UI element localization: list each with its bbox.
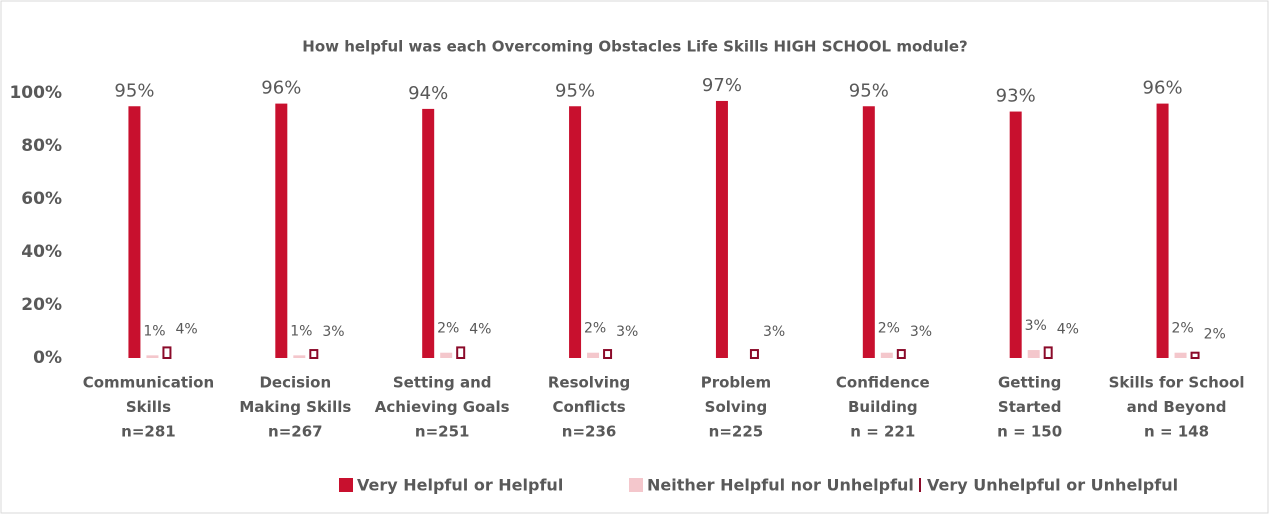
bar	[128, 106, 141, 358]
bar	[1156, 103, 1169, 358]
data-label: 4%	[175, 321, 197, 337]
x-tick-label: Resolving	[548, 374, 630, 392]
x-tick-label: Started	[998, 398, 1062, 416]
data-label: 2%	[437, 321, 459, 337]
x-tick-label: n=225	[709, 423, 764, 441]
x-tick-label: Achieving Goals	[375, 398, 510, 416]
y-tick-label: 80%	[21, 136, 62, 156]
x-tick-label: Decision	[259, 374, 331, 392]
bar	[456, 346, 466, 359]
bar	[146, 355, 159, 358]
bar	[1009, 111, 1022, 358]
data-label: 4%	[469, 321, 491, 337]
data-label: 2%	[878, 321, 900, 337]
bar	[896, 349, 906, 359]
data-label: 2%	[1204, 327, 1226, 343]
bar	[440, 352, 453, 358]
bar	[749, 349, 759, 359]
bar	[293, 355, 306, 358]
x-tick-label: n = 221	[850, 423, 915, 441]
data-label: 3%	[910, 324, 932, 340]
x-tick-label: n = 150	[997, 423, 1062, 441]
bar	[569, 106, 582, 358]
bar	[275, 103, 288, 358]
data-label: 93%	[996, 86, 1036, 107]
data-label: 95%	[555, 80, 595, 101]
data-label: 3%	[616, 324, 638, 340]
bar	[715, 100, 728, 358]
x-tick-label: n = 148	[1144, 423, 1209, 441]
bar	[1027, 350, 1040, 358]
legend-label: Neither Helpful nor Unhelpful	[647, 476, 914, 495]
data-label: 95%	[114, 80, 154, 101]
data-label: 3%	[322, 324, 344, 340]
x-tick-label: Solving	[705, 398, 768, 416]
data-label: 95%	[849, 80, 889, 101]
data-label: 4%	[1057, 321, 1079, 337]
bar	[1043, 346, 1053, 359]
legend-swatch	[629, 478, 643, 492]
x-tick-label: n=236	[562, 423, 617, 441]
bar	[1190, 351, 1200, 360]
x-tick-label: n=267	[268, 423, 323, 441]
bar	[309, 349, 319, 359]
legend-swatch	[919, 478, 921, 492]
bar	[603, 349, 613, 359]
x-tick-label: Confidence	[836, 374, 930, 392]
data-label: 2%	[584, 321, 606, 337]
legend-swatch	[339, 478, 353, 492]
x-tick-label: Skills for School	[1109, 374, 1245, 392]
chart-title: How helpful was each Overcoming Obstacle…	[302, 38, 967, 56]
y-tick-label: 100%	[9, 83, 62, 103]
bar	[587, 352, 600, 358]
x-tick-label: Setting and	[393, 374, 492, 392]
y-tick-label: 0%	[33, 348, 62, 368]
data-label: 96%	[1143, 78, 1183, 99]
y-tick-label: 40%	[21, 242, 62, 262]
x-tick-label: Skills	[126, 398, 171, 416]
data-label: 1%	[143, 323, 165, 339]
bar	[880, 352, 893, 358]
x-tick-label: Communication	[83, 374, 214, 392]
x-tick-label: n=281	[121, 423, 176, 441]
data-label: 3%	[1025, 318, 1047, 334]
legend-label: Very Helpful or Helpful	[357, 476, 563, 495]
x-tick-label: Conflicts	[552, 398, 625, 416]
data-label: 2%	[1171, 321, 1193, 337]
x-tick-label: Making Skills	[239, 398, 351, 416]
y-tick-label: 60%	[21, 189, 62, 209]
data-label: 94%	[408, 83, 448, 104]
x-tick-label: Problem	[701, 374, 771, 392]
data-label: 1%	[290, 323, 312, 339]
x-tick-label: n=251	[415, 423, 470, 441]
data-label: 97%	[702, 75, 742, 96]
data-label: 3%	[763, 324, 785, 340]
x-tick-label: and Beyond	[1127, 398, 1227, 416]
x-tick-label: Getting	[998, 374, 1061, 392]
legend-label: Very Unhelpful or Unhelpful	[927, 476, 1178, 495]
x-tick-label: Building	[848, 398, 918, 416]
bar	[862, 106, 875, 358]
bar	[162, 346, 172, 359]
data-label: 96%	[261, 78, 301, 99]
bar	[422, 108, 435, 359]
y-tick-label: 20%	[21, 295, 62, 315]
bar	[1174, 352, 1187, 358]
